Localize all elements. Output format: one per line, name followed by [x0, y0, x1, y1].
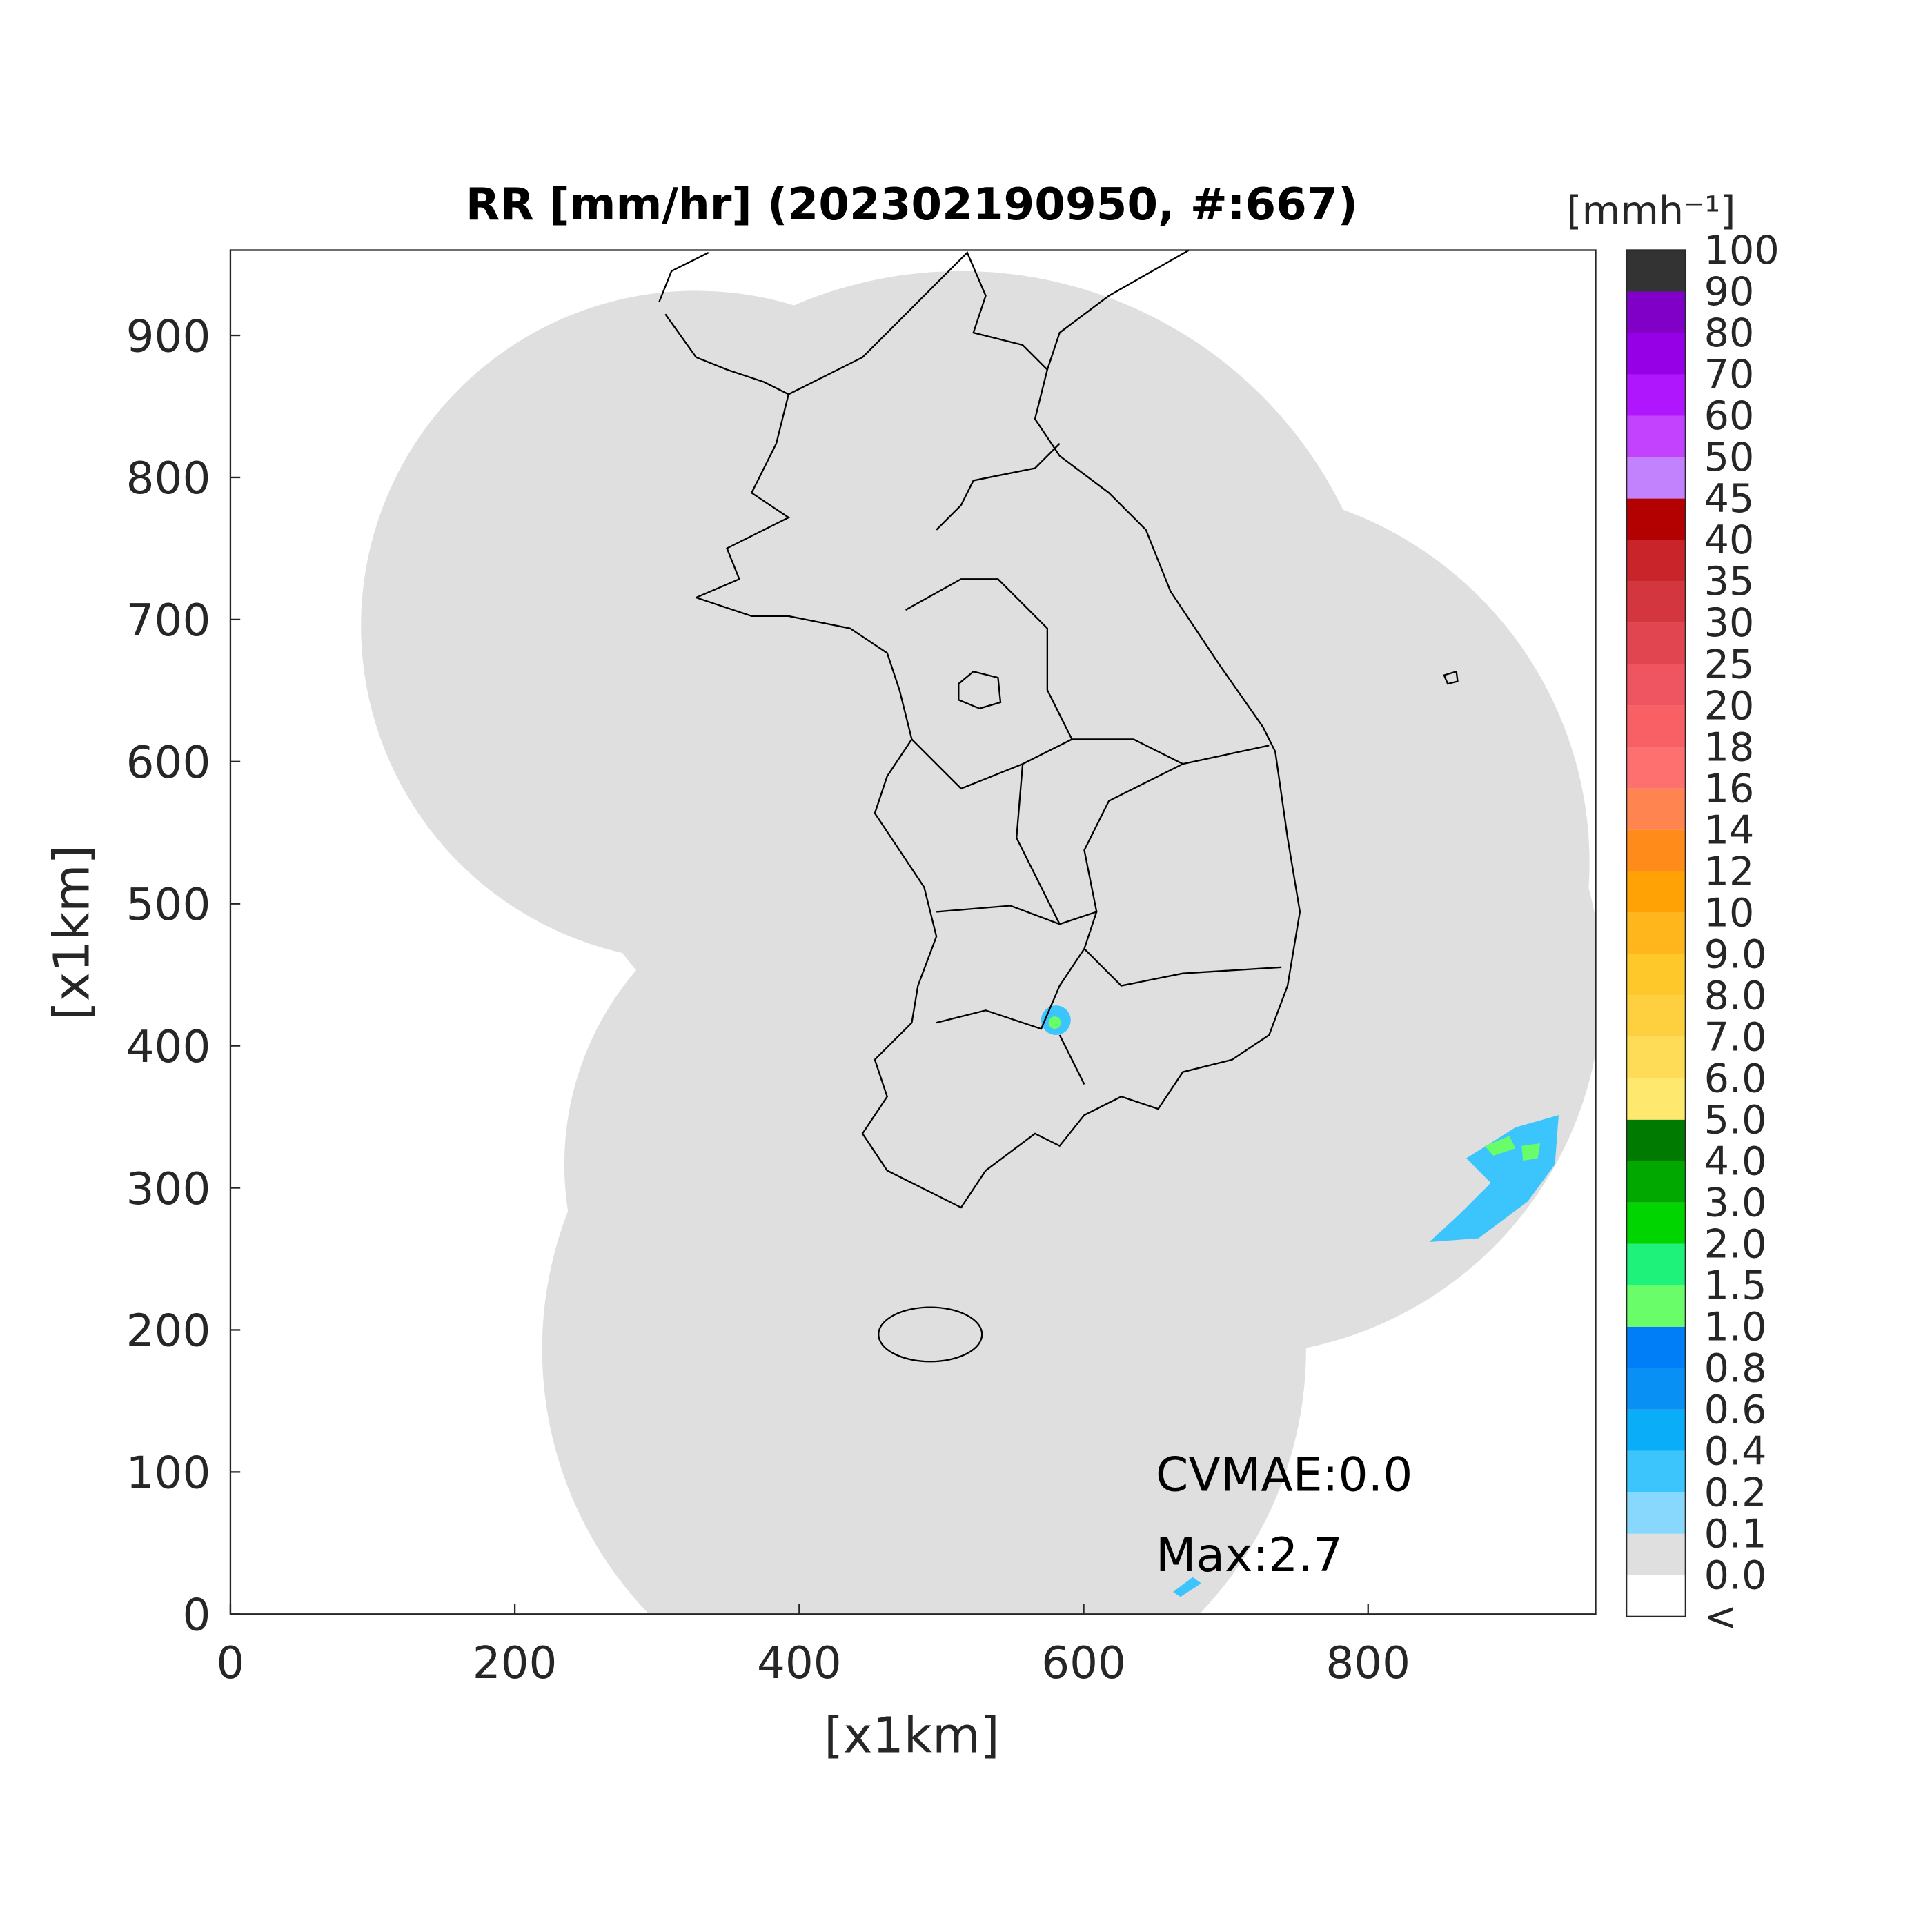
annotation: Max:2.7 [1156, 1528, 1343, 1583]
colorbar-level: 40 [1704, 518, 1755, 563]
colorbar-level: 50 [1704, 435, 1755, 480]
colorbar-segment [1626, 1326, 1686, 1368]
colorbar-segment [1626, 1243, 1686, 1285]
colorbar-level: 5.0 [1704, 1097, 1767, 1143]
colorbar-segment [1626, 829, 1686, 871]
colorbar-level: 25 [1704, 642, 1755, 687]
colorbar-segment [1626, 498, 1686, 540]
y-tick-label: 400 [126, 1021, 211, 1073]
colorbar-level: 8.0 [1704, 973, 1767, 1018]
colorbar-level: 14 [1704, 807, 1755, 853]
colorbar-segment [1626, 333, 1686, 375]
colorbar-segment [1626, 1492, 1686, 1534]
colorbar-level: 4.0 [1704, 1138, 1767, 1184]
colorbar-segment [1626, 1409, 1686, 1451]
colorbar-level: 6.0 [1704, 1056, 1767, 1101]
coastline [658, 250, 1459, 1363]
colorbar-level: 0.2 [1704, 1470, 1767, 1515]
colorbar-level: 45 [1704, 476, 1755, 522]
x-tick-label: 0 [216, 1637, 244, 1689]
colorbar-level: < [1704, 1595, 1737, 1640]
colorbar-level: 2.0 [1704, 1221, 1767, 1267]
colorbar-segment [1626, 581, 1686, 623]
y-tick-label: 800 [126, 453, 211, 504]
colorbar-segment [1626, 954, 1686, 996]
colorbar-segment [1626, 415, 1686, 457]
y-axis-label: [x1km] [43, 845, 101, 1021]
x-axis-label: [x1km] [824, 1706, 999, 1764]
colorbar-level: 80 [1704, 310, 1755, 356]
colorbar-level: 1.5 [1704, 1263, 1767, 1308]
colorbar-segment [1626, 1078, 1686, 1120]
colorbar-segment [1626, 622, 1686, 664]
y-tick-label: 0 [182, 1590, 210, 1642]
colorbar-frame [1625, 249, 1687, 1618]
colorbar-segment [1626, 540, 1686, 582]
colorbar-segment [1626, 1450, 1686, 1492]
x-tick-label: 200 [473, 1637, 558, 1689]
radar-coverage [361, 270, 1596, 1615]
colorbar-segment [1626, 1036, 1686, 1078]
colorbar-level: 90 [1704, 269, 1755, 315]
colorbar-segment [1626, 1533, 1686, 1575]
colorbar-segment [1626, 457, 1686, 499]
colorbar-level: 30 [1704, 600, 1755, 646]
colorbar-segment [1626, 250, 1686, 292]
annotation: CVMAE:0.0 [1156, 1448, 1412, 1503]
colorbar-label: [mmh⁻¹] [1566, 188, 1735, 234]
colorbar-segment [1626, 374, 1686, 416]
y-tick-label: 100 [126, 1448, 211, 1499]
colorbar-segment [1626, 1161, 1686, 1203]
colorbar-level: 0.0 [1704, 1552, 1767, 1598]
y-tick-label: 900 [126, 310, 211, 362]
colorbar-level: 16 [1704, 766, 1755, 811]
colorbar-level: 9.0 [1704, 931, 1767, 977]
chart-title: RR [mm/hr] (202302190950, #:667) [466, 179, 1358, 230]
colorbar-segment [1626, 664, 1686, 706]
colorbar-segment [1626, 705, 1686, 747]
y-tick-label: 600 [126, 737, 211, 789]
colorbar-segment [1626, 788, 1686, 830]
y-tick-label: 300 [126, 1163, 211, 1215]
colorbar-level: 12 [1704, 849, 1755, 894]
colorbar-level: 1.0 [1704, 1304, 1767, 1350]
colorbar-level: 35 [1704, 559, 1755, 604]
colorbar-segment [1626, 1119, 1686, 1161]
colorbar-segment [1626, 291, 1686, 333]
colorbar-segment [1626, 747, 1686, 789]
colorbar-level: 18 [1704, 724, 1755, 770]
colorbar-level: 20 [1704, 683, 1755, 729]
colorbar-level: 0.1 [1704, 1511, 1767, 1557]
colorbar-segment [1626, 995, 1686, 1037]
colorbar-segment [1626, 912, 1686, 954]
colorbar-segment [1626, 1575, 1686, 1617]
colorbar-level: 0.4 [1704, 1428, 1767, 1474]
x-tick-label: 400 [757, 1637, 842, 1689]
y-tick-label: 500 [126, 879, 211, 931]
y-tick-label: 200 [126, 1305, 211, 1357]
colorbar-level: 100 [1704, 228, 1780, 273]
colorbar-segment [1626, 1285, 1686, 1327]
colorbar-level: 70 [1704, 352, 1755, 397]
colorbar-level: 10 [1704, 890, 1755, 936]
colorbar-segment [1626, 871, 1686, 913]
plot-frame [229, 249, 1597, 1615]
colorbar-level: 0.8 [1704, 1346, 1767, 1391]
colorbar-segment [1626, 1368, 1686, 1410]
x-tick-label: 600 [1041, 1637, 1126, 1689]
colorbar-level: 60 [1704, 393, 1755, 439]
colorbar-level: 0.6 [1704, 1387, 1767, 1432]
colorbar-level: 3.0 [1704, 1180, 1767, 1225]
y-tick-label: 700 [126, 595, 211, 647]
x-tick-label: 800 [1325, 1637, 1410, 1689]
colorbar-level: 7.0 [1704, 1014, 1767, 1060]
colorbar-segment [1626, 1202, 1686, 1244]
